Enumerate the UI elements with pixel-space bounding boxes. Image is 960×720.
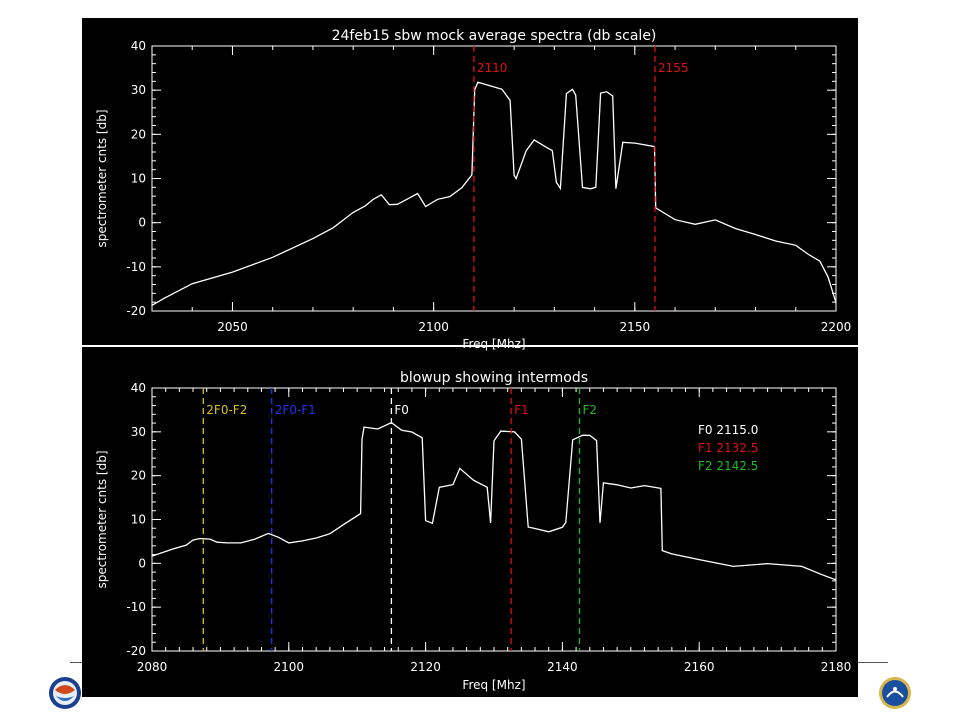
y-tick-label: 30: [131, 83, 146, 97]
top-spectrum-chart: 2050 2100 2150 2200 -20 -10 0 10 20 30 40 24feb15 s…: [95, 28, 851, 351]
frequency-marker-label: F0: [394, 403, 409, 417]
y-tick-label: -10: [126, 600, 146, 614]
frequency-marker-label: 2110: [477, 61, 508, 75]
x-tick-label: 2080: [137, 660, 168, 674]
frequency-marker-label: F1: [514, 403, 529, 417]
y-tick-label: 0: [138, 216, 146, 230]
legend-entry: F1 2132.5: [698, 441, 758, 455]
y-tick-label: 10: [131, 513, 146, 527]
top-plot-background: [82, 18, 858, 345]
x-tick-label: 2150: [620, 320, 651, 334]
frequency-marker-label: 2F0-F2: [206, 403, 247, 417]
x-tick-label: 2100: [274, 660, 305, 674]
x-tick-label: 2050: [217, 320, 248, 334]
blowup-intermods-chart: 2080 2100 2120 2140 2160 2180 -20 -10 0 10 20 30 40 b…: [95, 370, 851, 692]
bottom-plot-background: [82, 347, 858, 697]
y-axis-label: spectrometer cnts [db]: [95, 450, 109, 588]
y-tick-label: -20: [126, 304, 146, 318]
frequency-marker-label: 2F0-F1: [275, 403, 316, 417]
y-tick-label: 40: [131, 381, 146, 395]
legend-entry: F0 2115.0: [698, 423, 758, 437]
y-axis-label: spectrometer cnts [db]: [95, 109, 109, 247]
x-tick-label: 2100: [418, 320, 449, 334]
x-tick-label: 2140: [547, 660, 578, 674]
legend-entry: F2 2142.5: [698, 459, 758, 473]
y-tick-label: 0: [138, 556, 146, 570]
y-tick-label: -10: [126, 260, 146, 274]
y-tick-label: 30: [131, 425, 146, 439]
x-axis-label: Freq [Mhz]: [462, 337, 525, 351]
y-tick-label: 20: [131, 469, 146, 483]
slide-divider-right: [858, 662, 888, 663]
x-tick-label: 2120: [410, 660, 441, 674]
y-tick-label: 20: [131, 127, 146, 141]
y-tick-label: 10: [131, 172, 146, 186]
frequency-marker-label: 2155: [658, 61, 689, 75]
x-tick-label: 2200: [821, 320, 852, 334]
spectrum-series-line: [151, 81, 837, 306]
y-tick-label: -20: [126, 644, 146, 658]
chart-title: blowup showing intermods: [400, 370, 588, 386]
spectrum-series-line: [151, 421, 837, 581]
x-axis-label: Freq [Mhz]: [462, 678, 525, 692]
chart-title: 24feb15 sbw mock average spectra (db sca…: [332, 28, 657, 44]
x-tick-label: 2160: [684, 660, 715, 674]
y-tick-label: 40: [131, 39, 146, 53]
nsf-logo-icon: [879, 677, 911, 709]
slide-divider-left: [70, 662, 86, 663]
noaa-logo-icon: [49, 677, 81, 709]
x-tick-label: 2180: [821, 660, 852, 674]
frequency-marker-label: F2: [583, 403, 598, 417]
